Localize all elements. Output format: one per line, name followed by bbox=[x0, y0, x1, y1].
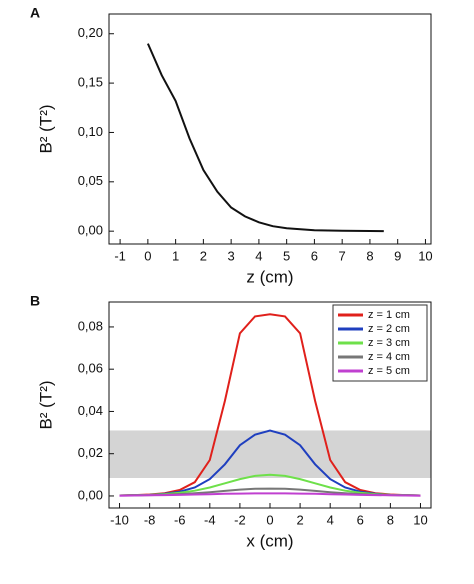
legend-label: z = 1 cm bbox=[368, 309, 410, 321]
x-tick-label: 8 bbox=[387, 512, 394, 527]
x-tick-label: -4 bbox=[204, 512, 216, 527]
legend-label: z = 5 cm bbox=[368, 365, 410, 377]
shaded-band bbox=[109, 430, 431, 478]
plot-frame bbox=[108, 301, 432, 509]
x-axis-title: z (cm) bbox=[246, 267, 293, 286]
x-tick-label: -1 bbox=[114, 248, 126, 263]
y-tick-label: 0,08 bbox=[78, 318, 103, 333]
x-tick-label: 10 bbox=[413, 512, 427, 527]
data-line bbox=[146, 43, 384, 233]
y-tick-label: 0,00 bbox=[78, 223, 103, 238]
y-tick-label: 0,15 bbox=[78, 75, 103, 90]
plot-frame bbox=[108, 13, 432, 245]
y-tick-label: 0,02 bbox=[78, 445, 103, 460]
x-tick-label: 5 bbox=[283, 248, 290, 263]
x-tick-label: 1 bbox=[172, 248, 179, 263]
x-axis-title: x (cm) bbox=[246, 531, 293, 550]
x-tick-label: 4 bbox=[255, 248, 262, 263]
legend-label: z = 2 cm bbox=[368, 323, 410, 335]
x-tick-label: -8 bbox=[144, 512, 156, 527]
x-tick-label: 7 bbox=[339, 248, 346, 263]
x-tick-label: -10 bbox=[110, 512, 129, 527]
x-tick-label: 6 bbox=[311, 248, 318, 263]
panel-label: B bbox=[30, 293, 40, 309]
y-tick-label: 0,06 bbox=[78, 361, 103, 376]
x-tick-label: 9 bbox=[394, 248, 401, 263]
x-tick-label: -2 bbox=[234, 512, 246, 527]
x-tick-label: 6 bbox=[357, 512, 364, 527]
x-tick-label: 10 bbox=[418, 248, 432, 263]
x-tick-label: 3 bbox=[228, 248, 235, 263]
x-tick-label: 8 bbox=[366, 248, 373, 263]
y-tick-label: 0,05 bbox=[78, 173, 103, 188]
x-tick-label: 0 bbox=[266, 512, 273, 527]
y-axis-title: B² (T²) bbox=[36, 104, 55, 153]
legend-label: z = 3 cm bbox=[368, 337, 410, 349]
legend-label: z = 4 cm bbox=[368, 351, 410, 363]
data-line bbox=[119, 492, 421, 497]
y-tick-label: 0,20 bbox=[78, 25, 103, 40]
y-tick-label: 0,00 bbox=[78, 487, 103, 502]
x-tick-label: 4 bbox=[327, 512, 334, 527]
panel-label: A bbox=[30, 5, 40, 21]
y-tick-label: 0,04 bbox=[78, 403, 103, 418]
y-tick-label: 0,10 bbox=[78, 124, 103, 139]
x-tick-label: -6 bbox=[174, 512, 186, 527]
x-tick-label: 0 bbox=[144, 248, 151, 263]
y-axis-title: B² (T²) bbox=[36, 380, 55, 429]
x-tick-label: 2 bbox=[200, 248, 207, 263]
x-tick-label: 2 bbox=[296, 512, 303, 527]
